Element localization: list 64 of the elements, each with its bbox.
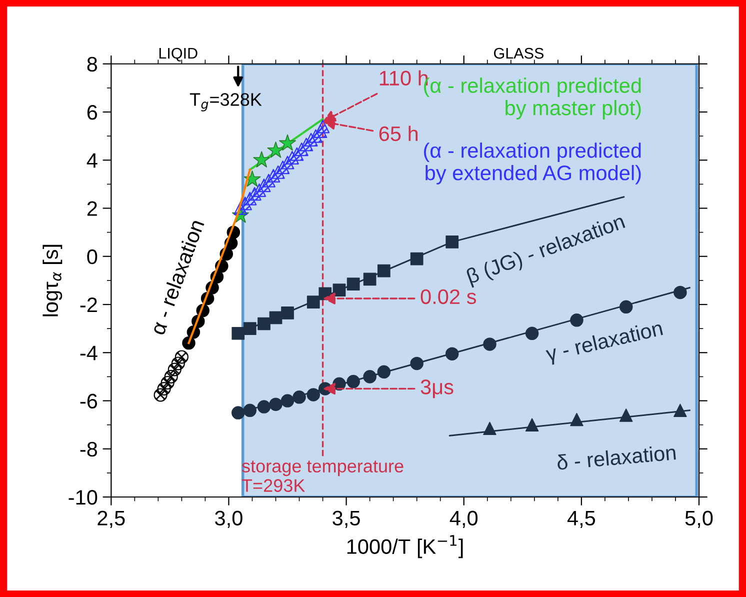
point [244,170,261,187]
x-tick-label: 2,5 [98,510,125,528]
text: GLASS [494,48,544,59]
y-tick-label: 2 [87,201,97,216]
y-tick-label: -8 [80,442,98,457]
point [410,356,424,370]
y-axis-title: logτ$_{α}$ [s] [42,244,62,316]
point [332,284,346,296]
point [316,120,330,134]
point [243,404,257,418]
point [346,374,360,388]
x-tick-label: 4,5 [567,510,596,528]
point [269,398,282,411]
point [253,151,270,168]
point [281,306,294,320]
annotation: 0.02 s [420,289,476,304]
y-tick-label: 0 [87,249,98,264]
x-tick-label: 4,0 [450,510,478,528]
text: LIQID [159,48,198,62]
point [306,388,320,402]
y-tick-label: 6 [87,105,98,120]
point [346,278,360,290]
y-tick-label: -6 [80,394,98,409]
point [280,394,294,408]
point [525,418,539,432]
point [445,347,459,360]
y-tick-label: -2 [80,298,97,312]
point [306,296,320,309]
point [363,370,376,384]
y-tick-label: -4 [80,346,98,360]
point [619,300,633,314]
x-tick-label: 5,0 [685,510,713,528]
annotation: (α - relaxation predicted by extended AG model) [424,142,641,184]
x-axis-title: 1000/T [K$^{−1}$] [347,535,463,558]
annotation: 65 h [379,126,418,142]
point [483,422,496,436]
point [363,272,376,286]
annotation: 3μs [420,380,454,398]
point [243,322,256,335]
point [232,406,245,420]
point [483,338,496,351]
point [258,317,270,330]
y-tick-label: -10 [68,490,98,505]
point [267,142,284,158]
point [410,252,424,266]
point [377,365,391,379]
point [269,311,282,324]
point [674,286,687,300]
point [292,390,306,404]
point [257,400,271,414]
annotation: γ - relaxation [544,320,664,366]
point [674,404,687,418]
point [570,412,584,426]
point [446,236,459,248]
point [279,134,296,151]
x-tick-label: 3,0 [215,510,242,528]
x-tick-label: 3,5 [332,510,360,528]
y-tick-label: 8 [87,56,98,72]
y-tick-label: 4 [86,153,98,168]
point [232,326,245,340]
annotation: δ - relaxation [556,444,676,470]
point [619,408,633,422]
point [377,264,390,278]
point [525,326,539,340]
